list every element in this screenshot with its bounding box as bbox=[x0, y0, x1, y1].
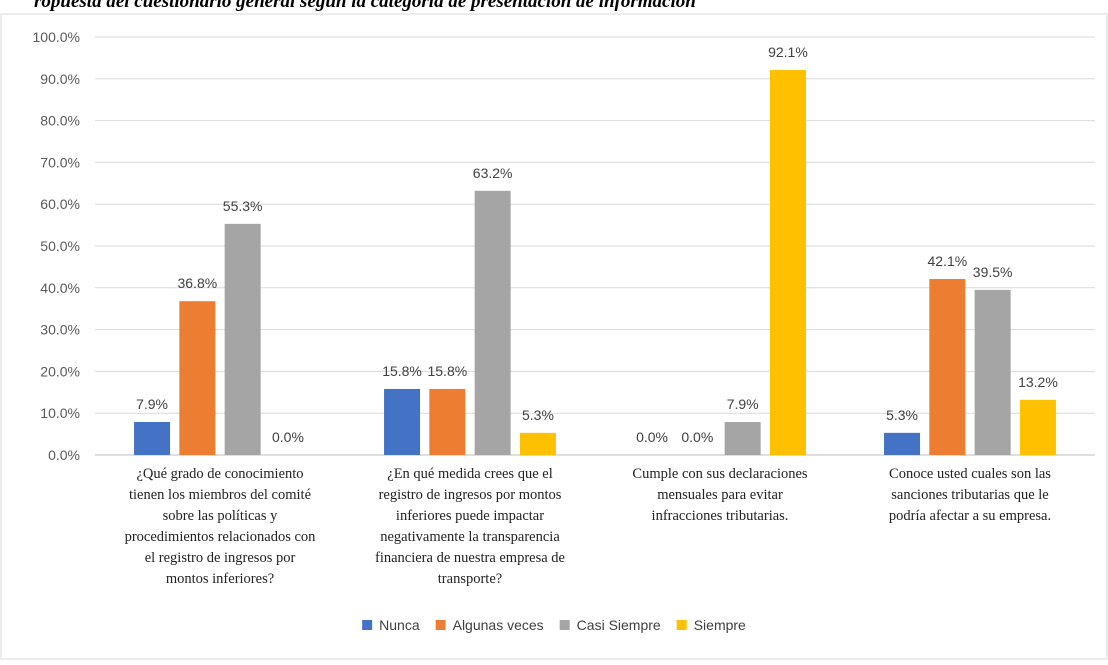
category-label-line: ¿En qué medida crees que el bbox=[387, 466, 552, 482]
data-label: 55.3% bbox=[223, 198, 263, 214]
page-title: ropuesta del cuestionario general según … bbox=[34, 0, 696, 12]
category-label-line: sanciones tributarias que le bbox=[891, 487, 1048, 503]
y-tick-label: 50.0% bbox=[40, 238, 80, 254]
data-label: 36.8% bbox=[177, 275, 217, 291]
category-label: Cumple con sus declaraciones mensuales pa… bbox=[632, 466, 808, 524]
data-label: 92.1% bbox=[768, 44, 808, 60]
y-tick-label: 60.0% bbox=[40, 196, 80, 212]
y-tick-label: 0.0% bbox=[48, 447, 80, 463]
legend-swatch bbox=[676, 620, 687, 630]
data-label: 7.9% bbox=[136, 396, 168, 412]
category-label-line: Cumple con sus declaraciones bbox=[632, 466, 808, 482]
category-label-line: podría afectar a su empresa. bbox=[889, 508, 1051, 524]
data-label: 15.8% bbox=[427, 363, 467, 379]
category-label-line: procedimientos relacionados con bbox=[125, 529, 317, 545]
category-label: Conoce usted cuales son las sanciones tri… bbox=[889, 466, 1051, 524]
bar bbox=[384, 388, 421, 455]
y-tick-label: 70.0% bbox=[40, 154, 80, 170]
bar bbox=[769, 70, 806, 455]
bar bbox=[134, 421, 171, 455]
bar bbox=[929, 279, 966, 455]
bar bbox=[224, 223, 261, 455]
category-label-line: transporte? bbox=[438, 571, 502, 587]
y-tick-label: 100.0% bbox=[33, 29, 80, 45]
category-label: ¿Qué grado de conocimiento tienen los mie… bbox=[125, 466, 317, 587]
data-label: 5.3% bbox=[886, 407, 918, 423]
bar bbox=[884, 432, 921, 455]
category-label: ¿En qué medida crees que el registro de i… bbox=[375, 466, 565, 587]
data-label: 0.0% bbox=[272, 429, 304, 445]
legend-entry: Siempre bbox=[694, 617, 746, 633]
category-label-line: registro de ingresos por montos bbox=[379, 487, 562, 503]
category-label-line: sobre las políticas y bbox=[163, 508, 279, 524]
bar bbox=[724, 421, 761, 455]
category-label-line: mensuales para evitar bbox=[657, 487, 783, 503]
y-tick-label: 40.0% bbox=[40, 280, 80, 296]
bar bbox=[429, 388, 466, 455]
legend-entry: Casi Siempre bbox=[577, 617, 661, 633]
data-label: 42.1% bbox=[927, 253, 967, 269]
category-label-line: negativamente la transparencia bbox=[380, 529, 560, 545]
legend-entry: Nunca bbox=[379, 617, 420, 633]
legend-entry: Algunas veces bbox=[453, 617, 544, 633]
legend-swatch bbox=[435, 620, 446, 630]
data-label: 7.9% bbox=[727, 396, 759, 412]
category-label-line: Conoce usted cuales son las bbox=[889, 466, 1051, 482]
y-tick-label: 10.0% bbox=[40, 405, 80, 421]
category-label-line: infracciones tributarias. bbox=[652, 508, 789, 524]
category-label-line: financiera de nuestra empresa de bbox=[375, 550, 565, 566]
y-tick-label: 20.0% bbox=[40, 363, 80, 379]
category-label-line: ¿Qué grado de conocimiento bbox=[136, 466, 303, 482]
category-label-line: tienen los miembros del comité bbox=[129, 487, 311, 503]
legend-swatch bbox=[559, 620, 570, 630]
category-label-line: el registro de ingresos por bbox=[145, 550, 296, 566]
y-tick-label: 90.0% bbox=[40, 71, 80, 87]
data-label: 13.2% bbox=[1018, 374, 1058, 390]
bar bbox=[474, 190, 511, 455]
data-label: 0.0% bbox=[681, 429, 713, 445]
data-label: 15.8% bbox=[382, 363, 422, 379]
data-label: 39.5% bbox=[973, 264, 1013, 280]
data-label: 5.3% bbox=[522, 407, 554, 423]
bar bbox=[1019, 399, 1056, 455]
category-label-line: montos inferiores? bbox=[166, 571, 274, 587]
bar bbox=[519, 432, 556, 455]
y-tick-label: 30.0% bbox=[40, 322, 80, 338]
bar bbox=[179, 301, 216, 455]
data-label: 63.2% bbox=[473, 165, 513, 181]
bar bbox=[974, 289, 1011, 455]
legend-swatch bbox=[362, 620, 373, 630]
y-tick-label: 80.0% bbox=[40, 113, 80, 129]
data-label: 0.0% bbox=[636, 429, 668, 445]
category-label-line: inferiores puede impactar bbox=[396, 508, 544, 524]
